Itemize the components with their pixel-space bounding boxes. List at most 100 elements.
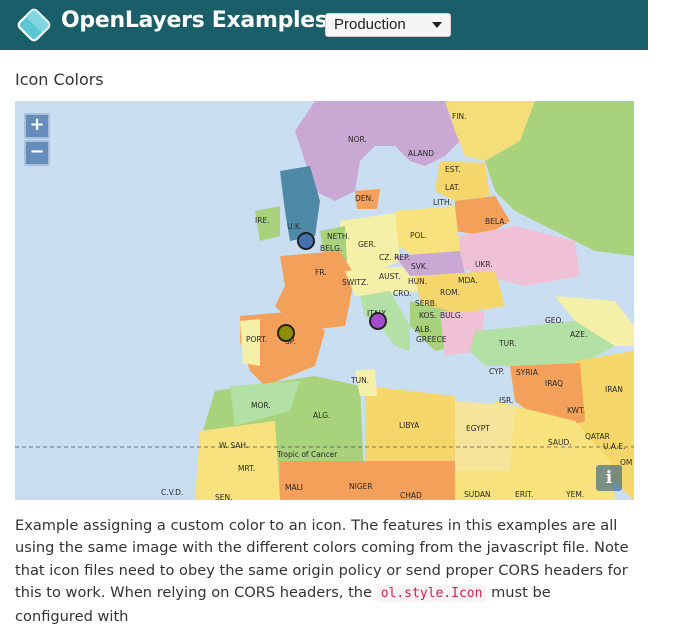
country-label: NOR.: [348, 135, 367, 144]
country-label: SAUD.: [548, 438, 572, 447]
country-label: IRE.: [255, 216, 270, 225]
icon-marker-madrid: [277, 324, 295, 342]
openlayers-logo[interactable]: [15, 6, 53, 44]
tropic-label: Tropic of Cancer: [276, 450, 338, 459]
country-label: SERB.: [415, 299, 437, 308]
zoom-out-button[interactable]: −: [24, 140, 50, 166]
france-landmass: [275, 251, 355, 331]
czech-slovakia: [395, 251, 465, 276]
description-text: Example assigning a custom color to an i…: [15, 517, 629, 602]
icon-marker-rome: [369, 312, 387, 330]
portugal-landmass: [240, 319, 260, 366]
country-label: SVK.: [411, 262, 428, 271]
zoom-in-button[interactable]: +: [24, 113, 50, 139]
country-label: GREECE: [416, 335, 447, 344]
country-label: SEN.: [215, 493, 233, 500]
country-label: BULG.: [440, 311, 463, 320]
country-label: CHAD: [400, 491, 422, 500]
poland-landmass: [390, 206, 460, 256]
country-label: IRAN: [605, 385, 623, 394]
country-label: NETH.: [327, 232, 350, 241]
attribution-button[interactable]: i: [596, 465, 622, 491]
turkey-landmass: [470, 321, 615, 366]
russia-landmass: [475, 101, 634, 256]
country-label: FR.: [315, 268, 327, 277]
country-label: IRAQ: [545, 379, 563, 388]
country-label: MRT.: [238, 464, 255, 473]
baltic-states: [435, 161, 490, 201]
top-navbar: OpenLayers Examples Production: [0, 0, 648, 50]
country-label: ALB.: [415, 325, 432, 334]
country-label: UKR.: [475, 260, 493, 269]
country-label: U.A.E.: [603, 442, 625, 451]
switzerland-austria: [345, 266, 420, 296]
country-label: LITH.: [433, 198, 452, 207]
country-label: ISR.: [499, 396, 513, 405]
country-label: POL.: [410, 231, 427, 240]
country-label: HUN.: [408, 277, 427, 286]
country-label: OM: [620, 458, 632, 467]
country-label: MOR.: [251, 401, 271, 410]
country-label: KOS.: [419, 311, 437, 320]
country-label: AUST.: [379, 272, 400, 281]
country-label: SP.: [285, 337, 296, 346]
country-label: YEM.: [565, 490, 584, 499]
country-label: SWITZ.: [342, 278, 369, 287]
ireland-landmass: [255, 206, 280, 241]
country-label: C.V.D.: [161, 488, 183, 497]
country-label: FIN.: [452, 112, 467, 121]
country-label: GEO.: [545, 316, 564, 325]
finland-landmass: [445, 101, 535, 161]
country-label: SUDAN: [464, 490, 491, 499]
brand-title[interactable]: OpenLayers Examples: [61, 8, 328, 33]
country-label: DEN.: [355, 194, 374, 203]
zoom-control: + −: [24, 113, 50, 167]
scandinavia-landmass: [295, 101, 475, 201]
country-label: CZ. REP.: [379, 253, 410, 262]
version-select-value: Production: [334, 16, 406, 33]
country-label: LIBYA: [399, 421, 420, 430]
icon-marker-london: [297, 232, 315, 250]
country-label: LAT.: [445, 183, 460, 192]
version-select[interactable]: Production: [325, 13, 451, 37]
uk-landmass: [280, 166, 320, 241]
country-label: MDA.: [458, 276, 478, 285]
map-viewport[interactable]: Tropic of Cancer FIN. NOR. ALAND EST. LAT. LI…: [15, 101, 634, 500]
sudan-region: [455, 471, 535, 500]
morocco-region: [230, 381, 300, 426]
country-label: BELA.: [485, 217, 507, 226]
niger-chad: [280, 461, 455, 500]
country-label: EST.: [445, 165, 461, 174]
country-label: ERIT.: [515, 490, 533, 499]
egypt-landmass: [455, 401, 515, 471]
country-label: TUN.: [350, 376, 369, 385]
map-canvas[interactable]: Tropic of Cancer FIN. NOR. ALAND EST. LAT. LI…: [15, 101, 634, 500]
country-label: NIGER: [349, 482, 373, 491]
caucasus-region: [555, 296, 634, 346]
country-label: ALG.: [313, 411, 331, 420]
tunisia: [355, 369, 377, 396]
country-label: ROM.: [440, 288, 460, 297]
iberia-landmass: [240, 311, 325, 386]
example-description: Example assigning a custom color to an i…: [15, 515, 630, 628]
country-label: GER.: [358, 240, 376, 249]
germany-landmass: [340, 213, 400, 276]
ukraine-landmass: [455, 226, 580, 286]
country-label: PORT.: [246, 335, 267, 344]
chevron-down-icon: [432, 22, 442, 28]
country-labels: FIN. NOR. ALAND EST. LAT. LITH. DEN. BELA. IRE. U…: [161, 112, 632, 500]
country-label: QATAR: [585, 432, 610, 441]
west-sahara-mauritania: [195, 421, 280, 500]
code-snippet: ol.style.Icon: [376, 585, 487, 603]
country-label: CRO.: [393, 289, 411, 298]
country-label: W. SAH.: [219, 441, 248, 450]
country-label: U.K.: [287, 222, 302, 231]
country-label: AZE.: [570, 330, 587, 339]
country-label: SYRIA: [516, 368, 539, 377]
country-label: CYP.: [489, 367, 504, 376]
denmark-landmass: [355, 189, 380, 209]
country-label: TUR.: [498, 339, 516, 348]
country-label: EGYPT: [466, 424, 490, 433]
page-title: Icon Colors: [15, 70, 104, 89]
iran-landmass: [575, 351, 634, 500]
